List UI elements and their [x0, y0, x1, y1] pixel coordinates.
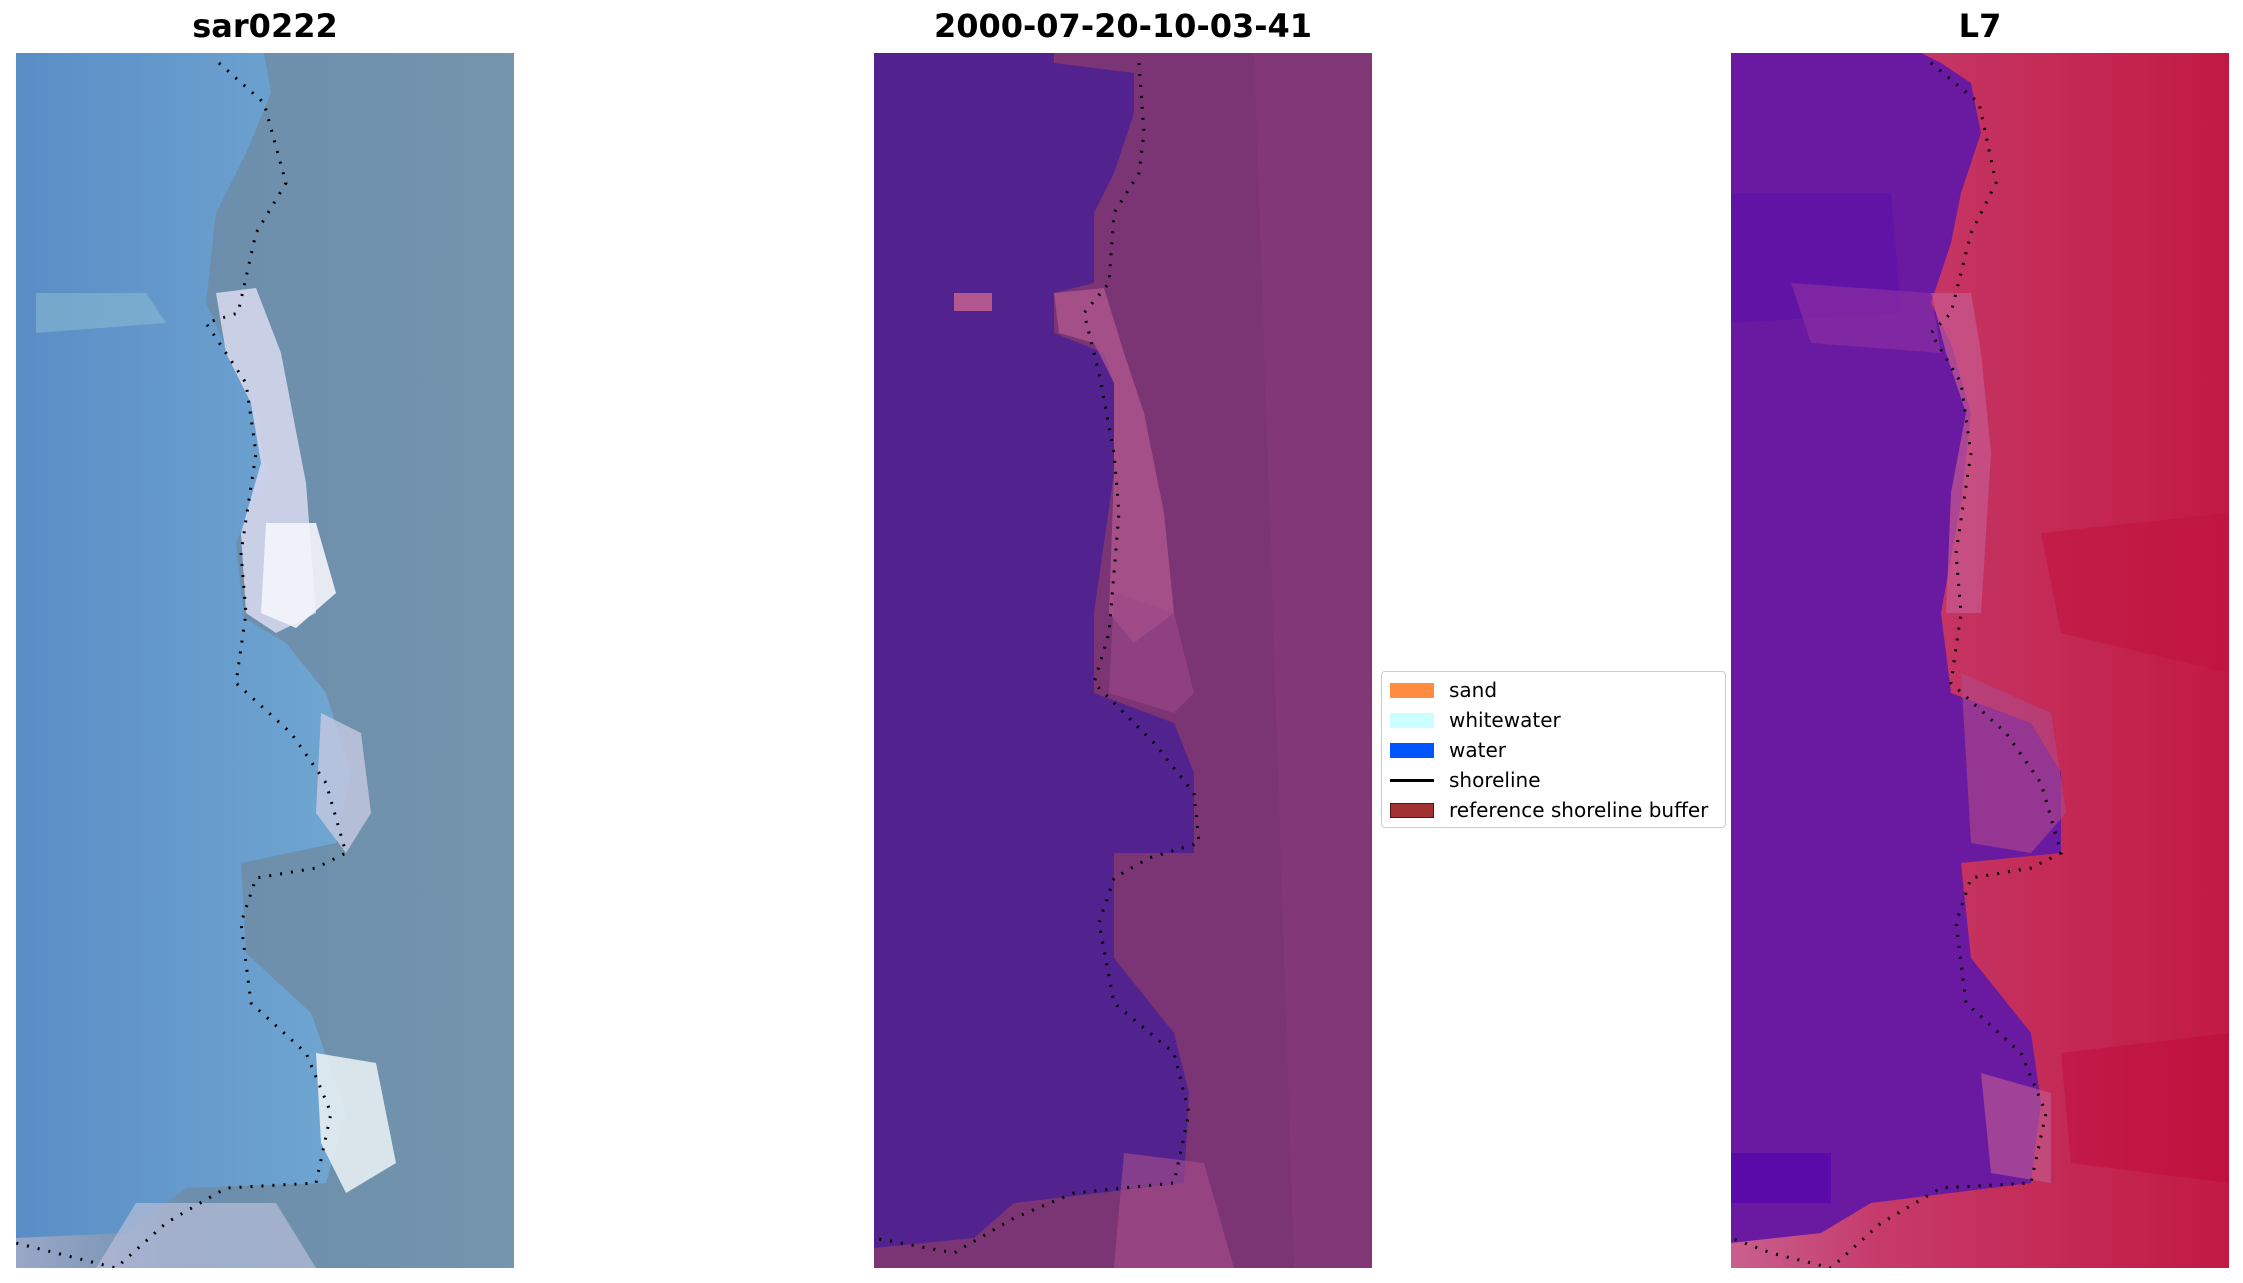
classification-image-panel	[874, 53, 1372, 1268]
legend-swatch-whitewater	[1390, 713, 1434, 728]
legend-label-whitewater: whitewater	[1449, 708, 1561, 732]
legend-swatch-sand	[1390, 683, 1434, 698]
legend-item-sand: sand	[1382, 675, 1725, 705]
legend: sand whitewater water shoreline referenc…	[1381, 671, 1726, 828]
shoreline	[16, 61, 348, 1268]
legend-item-water: water	[1382, 735, 1725, 765]
legend-swatch-reference-buffer	[1390, 803, 1434, 818]
land-region	[16, 53, 514, 1268]
legend-label-reference-buffer: reference shoreline buffer	[1449, 798, 1709, 822]
shoreline	[1731, 61, 2063, 1268]
legend-line-shoreline	[1390, 779, 1434, 782]
legend-item-shoreline: shoreline	[1382, 765, 1725, 795]
rgb-image-panel	[16, 53, 514, 1268]
panel-title-classification: 2000-07-20-10-03-41	[933, 7, 1313, 45]
panel-title-mndwi: L7	[1958, 7, 2002, 45]
mndwi-image	[1731, 53, 2229, 1268]
legend-item-reference-buffer: reference shoreline buffer	[1382, 795, 1725, 825]
shoreline	[874, 62, 1201, 1255]
rgb-image	[16, 53, 514, 1268]
classification-image	[874, 53, 1372, 1268]
legend-label-sand: sand	[1449, 678, 1498, 702]
legend-swatch-water	[1390, 743, 1434, 758]
legend-label-water: water	[1449, 738, 1506, 762]
legend-label-shoreline: shoreline	[1449, 768, 1541, 792]
land-region	[1731, 53, 2229, 1268]
mndwi-image-panel	[1731, 53, 2229, 1268]
panel-title-rgb: sar0222	[192, 7, 338, 45]
legend-item-whitewater: whitewater	[1382, 705, 1725, 735]
